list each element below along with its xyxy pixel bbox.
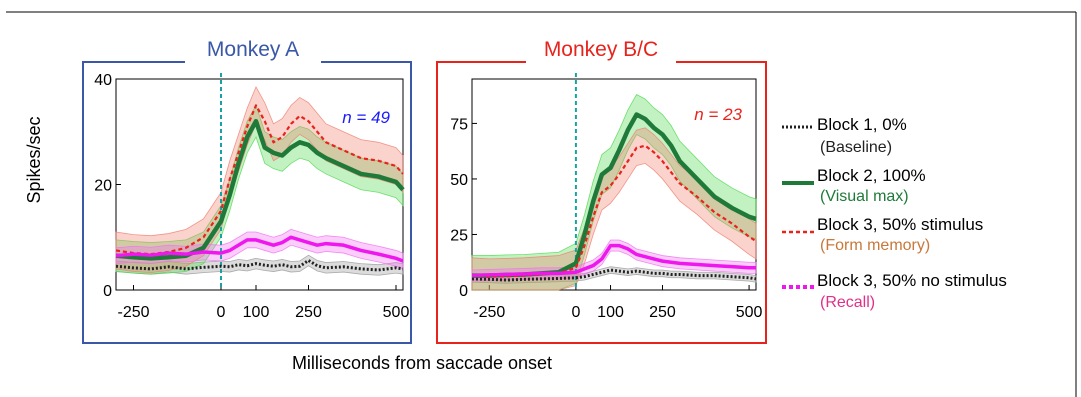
panel-b-border xyxy=(436,61,767,344)
x-tick-label: 0 xyxy=(217,304,226,321)
y-tick-label: 40 xyxy=(94,72,112,89)
legend-label-visual-max: Block 2, 100% xyxy=(817,166,926,185)
error-band-recall xyxy=(471,239,757,282)
legend-item-recall: Block 3, 50% no stimulus (Recall) xyxy=(782,271,1007,311)
series-line-form-memory xyxy=(115,104,404,256)
panel-b-title: Monkey B/C xyxy=(544,38,658,61)
n-annotation-monkey-a: n = 49 xyxy=(342,108,390,127)
error-band-visual-max xyxy=(115,104,404,275)
legend-item-form-memory: Block 3, 50% stimulus (Form memory) xyxy=(782,215,983,254)
legend-sublabel-form-memory: (Form memory) xyxy=(820,237,930,254)
y-tick-label: 25 xyxy=(450,227,468,244)
x-tick-label: 100 xyxy=(243,304,270,321)
y-tick-label: 0 xyxy=(103,283,112,300)
series-line-visual-max xyxy=(115,118,405,261)
series-line-baseline xyxy=(471,268,757,282)
x-tick-label: 500 xyxy=(383,304,410,321)
y-tick-label: 75 xyxy=(450,116,468,133)
x-axis-title: Milliseconds from saccade onset xyxy=(292,353,552,373)
y-tick-label: 50 xyxy=(450,172,468,189)
legend-item-baseline: Block 1, 0% (Baseline) xyxy=(782,115,907,156)
legend-sublabel-baseline: (Baseline) xyxy=(820,139,892,156)
legend-item-visual-max: Block 2, 100% (Visual max) xyxy=(782,166,926,205)
x-tick-label: -250 xyxy=(117,304,149,321)
series-line-recall xyxy=(471,243,756,278)
x-tick-label: 250 xyxy=(649,304,676,321)
y-tick-label: 0 xyxy=(459,283,468,300)
panel-monkey-a: Monkey A 0 20 40 -250 0 100 250 500 n = 49 xyxy=(82,38,412,344)
panel-monkey-bc: Monkey B/C 0 25 50 75 -250 0 100 250 500 n = 23 xyxy=(436,38,767,344)
y-axis-title: Spikes/sec xyxy=(24,116,44,203)
legend-label-baseline: Block 1, 0% xyxy=(817,115,907,134)
x-tick-label: 100 xyxy=(597,304,624,321)
y-tick-label: 20 xyxy=(94,178,112,195)
axes-frame xyxy=(471,78,757,291)
panel-a-title: Monkey A xyxy=(207,38,299,61)
series-line-recall xyxy=(115,235,404,263)
legend-label-form-memory: Block 3, 50% stimulus xyxy=(817,215,983,234)
plot-area-monkey-bc: 0 25 50 75 -250 0 100 250 500 n = 23 xyxy=(450,73,763,321)
plot-area-monkey-a: 0 20 40 -250 0 100 250 500 n = 49 xyxy=(94,72,409,321)
x-tick-label: -250 xyxy=(473,304,505,321)
x-tick-label: 0 xyxy=(571,304,580,321)
x-tick-label: 250 xyxy=(295,304,322,321)
legend-sublabel-visual-max: (Visual max) xyxy=(820,188,909,205)
panel-a-border xyxy=(82,61,412,344)
legend-label-recall: Block 3, 50% no stimulus xyxy=(817,271,1007,290)
legend-sublabel-recall: (Recall) xyxy=(820,294,875,311)
legend: Block 1, 0% (Baseline) Block 2, 100% (Vi… xyxy=(782,115,1007,311)
n-annotation-monkey-bc: n = 23 xyxy=(694,105,742,124)
x-tick-label: 500 xyxy=(736,304,763,321)
